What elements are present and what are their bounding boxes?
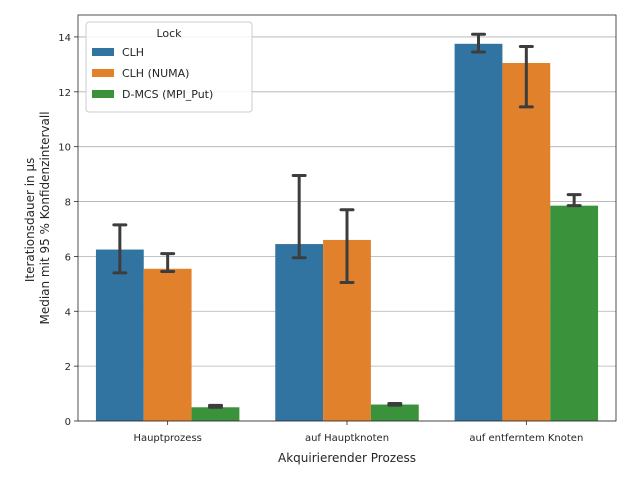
y-tick-label: 6: [65, 252, 71, 263]
y-tick-label: 12: [58, 88, 71, 99]
legend-swatch-1: [92, 69, 114, 77]
bar-2-1: [370, 404, 419, 421]
y-axis-label-line-1: Iterationsdauer in µs: [23, 158, 37, 283]
bar-2-0: [191, 407, 240, 421]
x-ticks: Hauptprozess auf Hauptknoten auf entfernte…: [133, 421, 583, 444]
legend: Lock CLH CLH (NUMA) D-MCS (MPI_Put): [85, 21, 253, 113]
legend-label-0: CLH: [122, 46, 144, 59]
y-tick-label: 14: [58, 33, 71, 44]
legend-swatch-2: [92, 90, 114, 98]
legend-frame: [85, 21, 253, 113]
x-axis-label: Akquirierender Prozess: [278, 451, 416, 465]
legend-title: Lock: [156, 27, 182, 40]
error-bars: [112, 32, 582, 409]
y-tick-label: 10: [58, 143, 71, 154]
legend-label-2: D-MCS (MPI_Put): [122, 88, 213, 101]
bar-1-2: [502, 63, 551, 422]
y-tick-label: 4: [65, 307, 71, 318]
legend-swatch-0: [92, 48, 114, 56]
bar-0-1: [275, 244, 324, 421]
y-tick-label: 2: [65, 362, 71, 373]
x-tick-label: Hauptprozess: [133, 433, 201, 444]
legend-label-1: CLH (NUMA): [122, 67, 189, 80]
y-tick-label: 0: [65, 417, 71, 428]
y-ticks: 0 2 4 6 8 10 12 14: [58, 33, 78, 428]
bar-2-2: [550, 205, 599, 421]
x-tick-label: auf entferntem Knoten: [469, 433, 583, 444]
x-tick-label: auf Hauptknoten: [305, 433, 389, 444]
bars: [95, 43, 599, 422]
y-axis-label: Iterationsdauer in µs Median mit 95 % Ko…: [23, 111, 52, 324]
bar-0-2: [454, 43, 503, 422]
y-axis-label-line-2: Median mit 95 % Konfidenzintervall: [38, 111, 52, 324]
y-tick-label: 8: [65, 198, 71, 209]
bar-0-0: [95, 249, 144, 421]
bar-1-0: [143, 268, 192, 421]
